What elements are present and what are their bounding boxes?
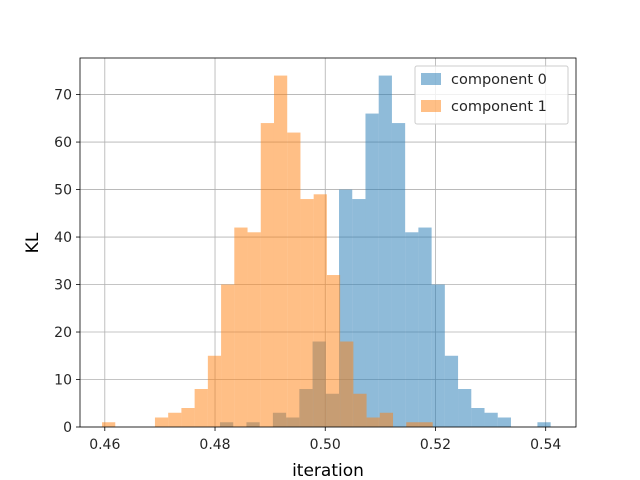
y-tick-label: 60: [54, 135, 72, 151]
y-axis-title: KL: [23, 232, 43, 253]
histogram-bar: [260, 123, 274, 428]
legend-box: [414, 65, 569, 125]
histogram-bars: [102, 75, 551, 428]
legend-swatch: [421, 73, 441, 85]
histogram-bar: [287, 132, 301, 427]
histogram-bar: [537, 422, 551, 427]
x-tick-label: 0.52: [420, 437, 451, 453]
histogram-bar: [391, 123, 406, 428]
histogram-bar: [340, 341, 354, 427]
legend: component 0 component 1: [414, 65, 569, 125]
legend-label: component 1: [451, 99, 547, 115]
histogram-bar: [365, 113, 379, 427]
histogram-bar: [181, 408, 195, 427]
histogram-bar: [194, 389, 208, 427]
histogram-bar: [300, 199, 314, 427]
histogram-bar: [168, 412, 182, 427]
histogram-bar: [458, 389, 472, 427]
histogram-bar: [484, 412, 498, 427]
y-tick-label: 0: [63, 420, 72, 436]
histogram-bar: [154, 417, 169, 427]
histogram-bar: [326, 275, 341, 427]
y-tick-label: 30: [54, 278, 72, 294]
histogram-bar: [497, 417, 511, 427]
x-tick-label: 0.46: [89, 437, 120, 453]
histogram-bar: [405, 232, 419, 427]
histogram-bar: [353, 393, 367, 427]
legend-swatch: [421, 100, 441, 112]
histogram-bar: [378, 75, 392, 428]
y-tick-label: 10: [54, 373, 72, 389]
histogram-bar: [207, 355, 222, 427]
y-tick-label: 20: [54, 325, 72, 341]
histogram-bar: [352, 199, 366, 427]
y-tick-label: 50: [54, 183, 72, 199]
histogram-bar: [471, 408, 485, 427]
axis-ticks: 0.46 0.48 0.50 0.52 0.54 0 10 20 30 40 50 60 70: [54, 88, 561, 453]
histogram-bar: [418, 227, 432, 427]
histogram-bar: [221, 284, 235, 427]
histogram-bar: [444, 355, 459, 427]
histogram-bar: [313, 194, 327, 427]
x-tick-label: 0.54: [530, 437, 561, 453]
histogram-bar: [406, 422, 420, 427]
y-tick-label: 40: [54, 230, 72, 246]
histogram-bar: [234, 227, 248, 427]
series-1-bars: [102, 75, 433, 428]
histogram-bar: [431, 284, 445, 427]
histogram-bar: [273, 75, 288, 428]
histogram-bar: [102, 422, 116, 427]
histogram-bar: [379, 412, 394, 427]
histogram-bar: [366, 417, 380, 427]
x-tick-label: 0.48: [199, 437, 230, 453]
y-tick-label: 70: [54, 88, 72, 104]
x-axis-title: iteration: [292, 461, 364, 480]
histogram-bar: [419, 422, 433, 427]
plot-frame: [79, 57, 577, 428]
legend-label: component 0: [451, 72, 547, 88]
histogram-bar: [247, 232, 261, 427]
x-tick-label: 0.50: [310, 437, 341, 453]
